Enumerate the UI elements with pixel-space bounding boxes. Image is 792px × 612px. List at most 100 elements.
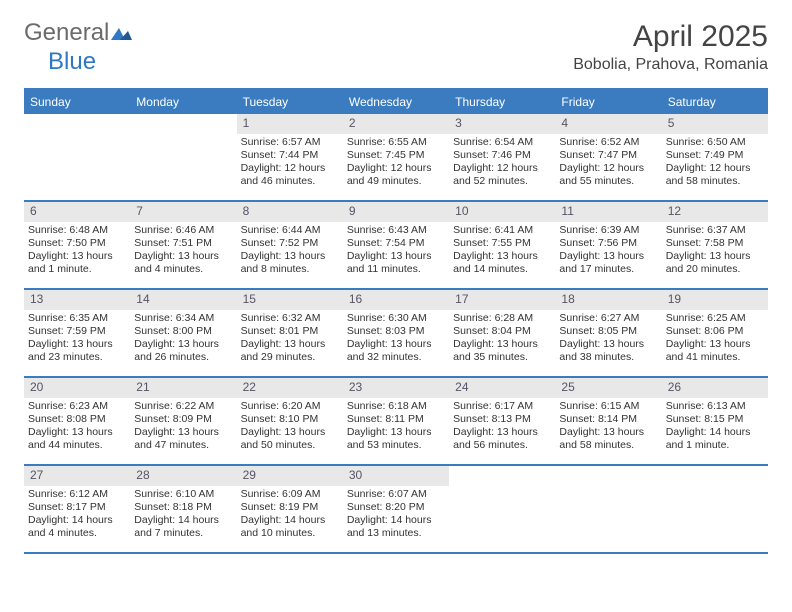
sunset-line: Sunset: 8:03 PM (347, 325, 445, 338)
location-text: Bobolia, Prahova, Romania (573, 56, 768, 74)
day-body: Sunrise: 6:13 AMSunset: 8:15 PMDaylight:… (662, 398, 768, 457)
sunset-line: Sunset: 8:18 PM (134, 501, 232, 514)
day-number: 20 (24, 378, 130, 398)
sunrise-line: Sunrise: 6:30 AM (347, 312, 445, 325)
day-cell: 25Sunrise: 6:15 AMSunset: 8:14 PMDayligh… (555, 378, 661, 464)
day-body: Sunrise: 6:28 AMSunset: 8:04 PMDaylight:… (449, 310, 555, 369)
daylight-line: Daylight: 13 hours and 41 minutes. (666, 338, 764, 364)
sunset-line: Sunset: 8:05 PM (559, 325, 657, 338)
empty-cell (130, 114, 236, 200)
brand-word2: Blue (48, 50, 96, 74)
day-cell: 6Sunrise: 6:48 AMSunset: 7:50 PMDaylight… (24, 202, 130, 288)
daylight-line: Daylight: 13 hours and 47 minutes. (134, 426, 232, 452)
day-number: 8 (237, 202, 343, 222)
daylight-line: Daylight: 14 hours and 10 minutes. (241, 514, 339, 540)
day-body: Sunrise: 6:32 AMSunset: 8:01 PMDaylight:… (237, 310, 343, 369)
week-row: 6Sunrise: 6:48 AMSunset: 7:50 PMDaylight… (24, 202, 768, 290)
day-cell: 5Sunrise: 6:50 AMSunset: 7:49 PMDaylight… (662, 114, 768, 200)
sunset-line: Sunset: 7:54 PM (347, 237, 445, 250)
day-body: Sunrise: 6:12 AMSunset: 8:17 PMDaylight:… (24, 486, 130, 545)
sunset-line: Sunset: 8:13 PM (453, 413, 551, 426)
sunrise-line: Sunrise: 6:37 AM (666, 224, 764, 237)
day-number: 30 (343, 466, 449, 486)
day-number: 5 (662, 114, 768, 134)
weeks-container: 1Sunrise: 6:57 AMSunset: 7:44 PMDaylight… (24, 114, 768, 554)
sunset-line: Sunset: 7:58 PM (666, 237, 764, 250)
sunset-line: Sunset: 7:52 PM (241, 237, 339, 250)
day-number: 10 (449, 202, 555, 222)
day-cell: 10Sunrise: 6:41 AMSunset: 7:55 PMDayligh… (449, 202, 555, 288)
sunrise-line: Sunrise: 6:43 AM (347, 224, 445, 237)
sunrise-line: Sunrise: 6:27 AM (559, 312, 657, 325)
day-cell: 2Sunrise: 6:55 AMSunset: 7:45 PMDaylight… (343, 114, 449, 200)
daylight-line: Daylight: 13 hours and 17 minutes. (559, 250, 657, 276)
daylight-line: Daylight: 13 hours and 23 minutes. (28, 338, 126, 364)
day-number: 6 (24, 202, 130, 222)
day-cell: 16Sunrise: 6:30 AMSunset: 8:03 PMDayligh… (343, 290, 449, 376)
daylight-line: Daylight: 13 hours and 26 minutes. (134, 338, 232, 364)
day-number: 18 (555, 290, 661, 310)
daylight-line: Daylight: 12 hours and 52 minutes. (453, 162, 551, 188)
day-body: Sunrise: 6:10 AMSunset: 8:18 PMDaylight:… (130, 486, 236, 545)
sunset-line: Sunset: 7:50 PM (28, 237, 126, 250)
sunset-line: Sunset: 8:11 PM (347, 413, 445, 426)
day-number: 24 (449, 378, 555, 398)
sunset-line: Sunset: 8:15 PM (666, 413, 764, 426)
day-number: 9 (343, 202, 449, 222)
daylight-line: Daylight: 12 hours and 46 minutes. (241, 162, 339, 188)
day-number: 21 (130, 378, 236, 398)
day-number: 19 (662, 290, 768, 310)
day-cell: 26Sunrise: 6:13 AMSunset: 8:15 PMDayligh… (662, 378, 768, 464)
daylight-line: Daylight: 13 hours and 32 minutes. (347, 338, 445, 364)
day-body: Sunrise: 6:52 AMSunset: 7:47 PMDaylight:… (555, 134, 661, 193)
sunrise-line: Sunrise: 6:28 AM (453, 312, 551, 325)
daylight-line: Daylight: 12 hours and 58 minutes. (666, 162, 764, 188)
day-number: 11 (555, 202, 661, 222)
day-body: Sunrise: 6:41 AMSunset: 7:55 PMDaylight:… (449, 222, 555, 281)
sunrise-line: Sunrise: 6:07 AM (347, 488, 445, 501)
sunrise-line: Sunrise: 6:22 AM (134, 400, 232, 413)
sunset-line: Sunset: 8:08 PM (28, 413, 126, 426)
day-number: 15 (237, 290, 343, 310)
sunset-line: Sunset: 7:51 PM (134, 237, 232, 250)
day-cell: 22Sunrise: 6:20 AMSunset: 8:10 PMDayligh… (237, 378, 343, 464)
title-block: April 2025 Bobolia, Prahova, Romania (573, 20, 768, 74)
daylight-line: Daylight: 13 hours and 50 minutes. (241, 426, 339, 452)
daylight-line: Daylight: 13 hours and 20 minutes. (666, 250, 764, 276)
day-number: 22 (237, 378, 343, 398)
day-number: 1 (237, 114, 343, 134)
sunrise-line: Sunrise: 6:46 AM (134, 224, 232, 237)
day-number: 25 (555, 378, 661, 398)
weekday-header: Saturday (662, 90, 768, 114)
sunset-line: Sunset: 8:09 PM (134, 413, 232, 426)
week-row: 27Sunrise: 6:12 AMSunset: 8:17 PMDayligh… (24, 466, 768, 554)
sunrise-line: Sunrise: 6:44 AM (241, 224, 339, 237)
day-cell: 21 Sunrise: 6:22 AMSunset: 8:09 PMDayligh… (130, 378, 236, 464)
sunrise-line: Sunrise: 6:15 AM (559, 400, 657, 413)
weekday-header-row: SundayMondayTuesdayWednesdayThursdayFrid… (24, 90, 768, 114)
sunset-line: Sunset: 7:45 PM (347, 149, 445, 162)
daylight-line: Daylight: 13 hours and 11 minutes. (347, 250, 445, 276)
day-body: Sunrise: 6:15 AMSunset: 8:14 PMDaylight:… (555, 398, 661, 457)
empty-cell (555, 466, 661, 552)
day-cell: 1Sunrise: 6:57 AMSunset: 7:44 PMDaylight… (237, 114, 343, 200)
sunrise-line: Sunrise: 6:57 AM (241, 136, 339, 149)
sunrise-line: Sunrise: 6:09 AM (241, 488, 339, 501)
daylight-line: Daylight: 13 hours and 56 minutes. (453, 426, 551, 452)
month-title: April 2025 (573, 20, 768, 54)
daylight-line: Daylight: 12 hours and 49 minutes. (347, 162, 445, 188)
day-cell: 19Sunrise: 6:25 AMSunset: 8:06 PMDayligh… (662, 290, 768, 376)
weekday-header: Tuesday (237, 90, 343, 114)
daylight-line: Daylight: 13 hours and 38 minutes. (559, 338, 657, 364)
day-number: 12 (662, 202, 768, 222)
day-body: Sunrise: 6:46 AMSunset: 7:51 PMDaylight:… (130, 222, 236, 281)
sunset-line: Sunset: 8:10 PM (241, 413, 339, 426)
page: General April 2025 Bobolia, Prahova, Rom… (0, 0, 792, 554)
day-body: Sunrise: 6:34 AMSunset: 8:00 PMDaylight:… (130, 310, 236, 369)
day-number: 28 (130, 466, 236, 486)
empty-cell (24, 114, 130, 200)
sunset-line: Sunset: 7:56 PM (559, 237, 657, 250)
sunrise-line: Sunrise: 6:18 AM (347, 400, 445, 413)
day-body: Sunrise: 6:25 AMSunset: 8:06 PMDaylight:… (662, 310, 768, 369)
day-cell: 28Sunrise: 6:10 AMSunset: 8:18 PMDayligh… (130, 466, 236, 552)
